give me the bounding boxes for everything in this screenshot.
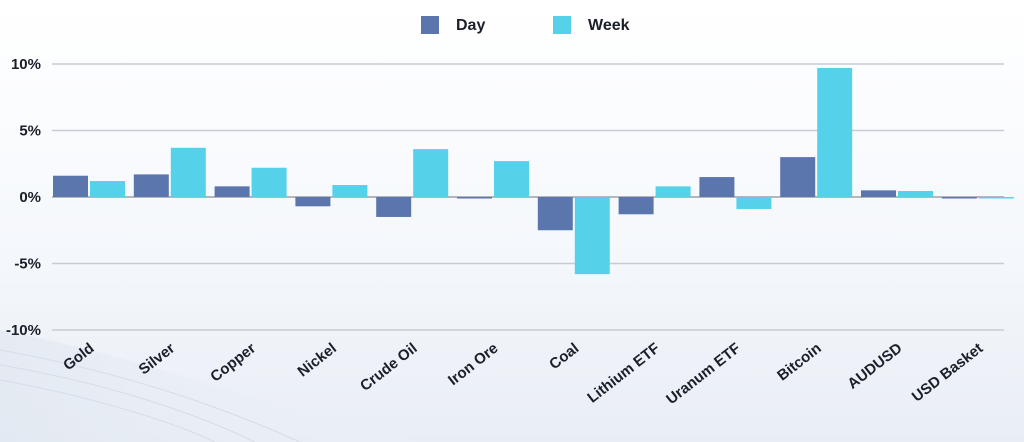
bar-week-nickel	[332, 185, 368, 197]
bar-day-uranum-etf	[699, 177, 735, 197]
y-tick-label: -10%	[6, 322, 41, 339]
y-tick-label: 0%	[19, 189, 41, 206]
legend-label-day: Day	[456, 17, 485, 34]
bar-day-audusd	[861, 190, 896, 197]
y-tick-label: 10%	[11, 56, 41, 73]
bar-week-iron-ore	[494, 161, 529, 197]
bar-day-bitcoin	[780, 157, 816, 197]
bar-day-usd-basket	[941, 197, 977, 199]
x-tick-label: AUDUSD	[844, 340, 905, 393]
x-tick-label: Crude Oil	[357, 340, 421, 395]
x-tick-label: USD Basket	[909, 340, 986, 406]
bar-week-coal	[574, 197, 610, 275]
x-tick-label: Copper	[207, 340, 259, 386]
bar-week-gold	[90, 181, 125, 197]
bar-week-usd-basket	[978, 197, 1014, 199]
bar-week-bitcoin	[817, 67, 853, 198]
legend-swatch-week	[553, 16, 571, 34]
x-tick-label: Uranum ETF	[663, 340, 744, 408]
bar-week-uranum-etf	[736, 197, 772, 209]
bar-day-lithium-etf	[618, 197, 654, 215]
bar-week-audusd	[898, 191, 933, 197]
bar-day-silver	[133, 174, 169, 197]
bar-day-copper	[214, 186, 250, 197]
bar-week-crude-oil	[413, 149, 449, 197]
bar-day-iron-ore	[457, 197, 492, 199]
legend-swatch-day	[421, 16, 439, 34]
y-tick-label: 5%	[19, 123, 41, 140]
x-tick-label: Bitcoin	[774, 340, 825, 385]
y-tick-label: -5%	[14, 256, 41, 273]
x-tick-label: Nickel	[295, 340, 340, 381]
x-tick-label: Lithium ETF	[584, 340, 663, 407]
bar-day-nickel	[295, 197, 331, 207]
bar-week-copper	[251, 167, 287, 197]
bar-week-silver	[170, 147, 206, 197]
legend-label-week: Week	[588, 17, 630, 34]
bar-day-crude-oil	[376, 197, 412, 217]
legend: Day Week	[421, 16, 630, 34]
bars	[53, 67, 1014, 275]
background-swoosh	[0, 330, 420, 442]
bar-day-coal	[537, 197, 573, 231]
x-tick-label: Coal	[546, 340, 582, 373]
x-tick-label: Iron Ore	[445, 340, 501, 389]
bar-day-gold	[53, 175, 88, 197]
bar-week-lithium-etf	[655, 186, 691, 197]
